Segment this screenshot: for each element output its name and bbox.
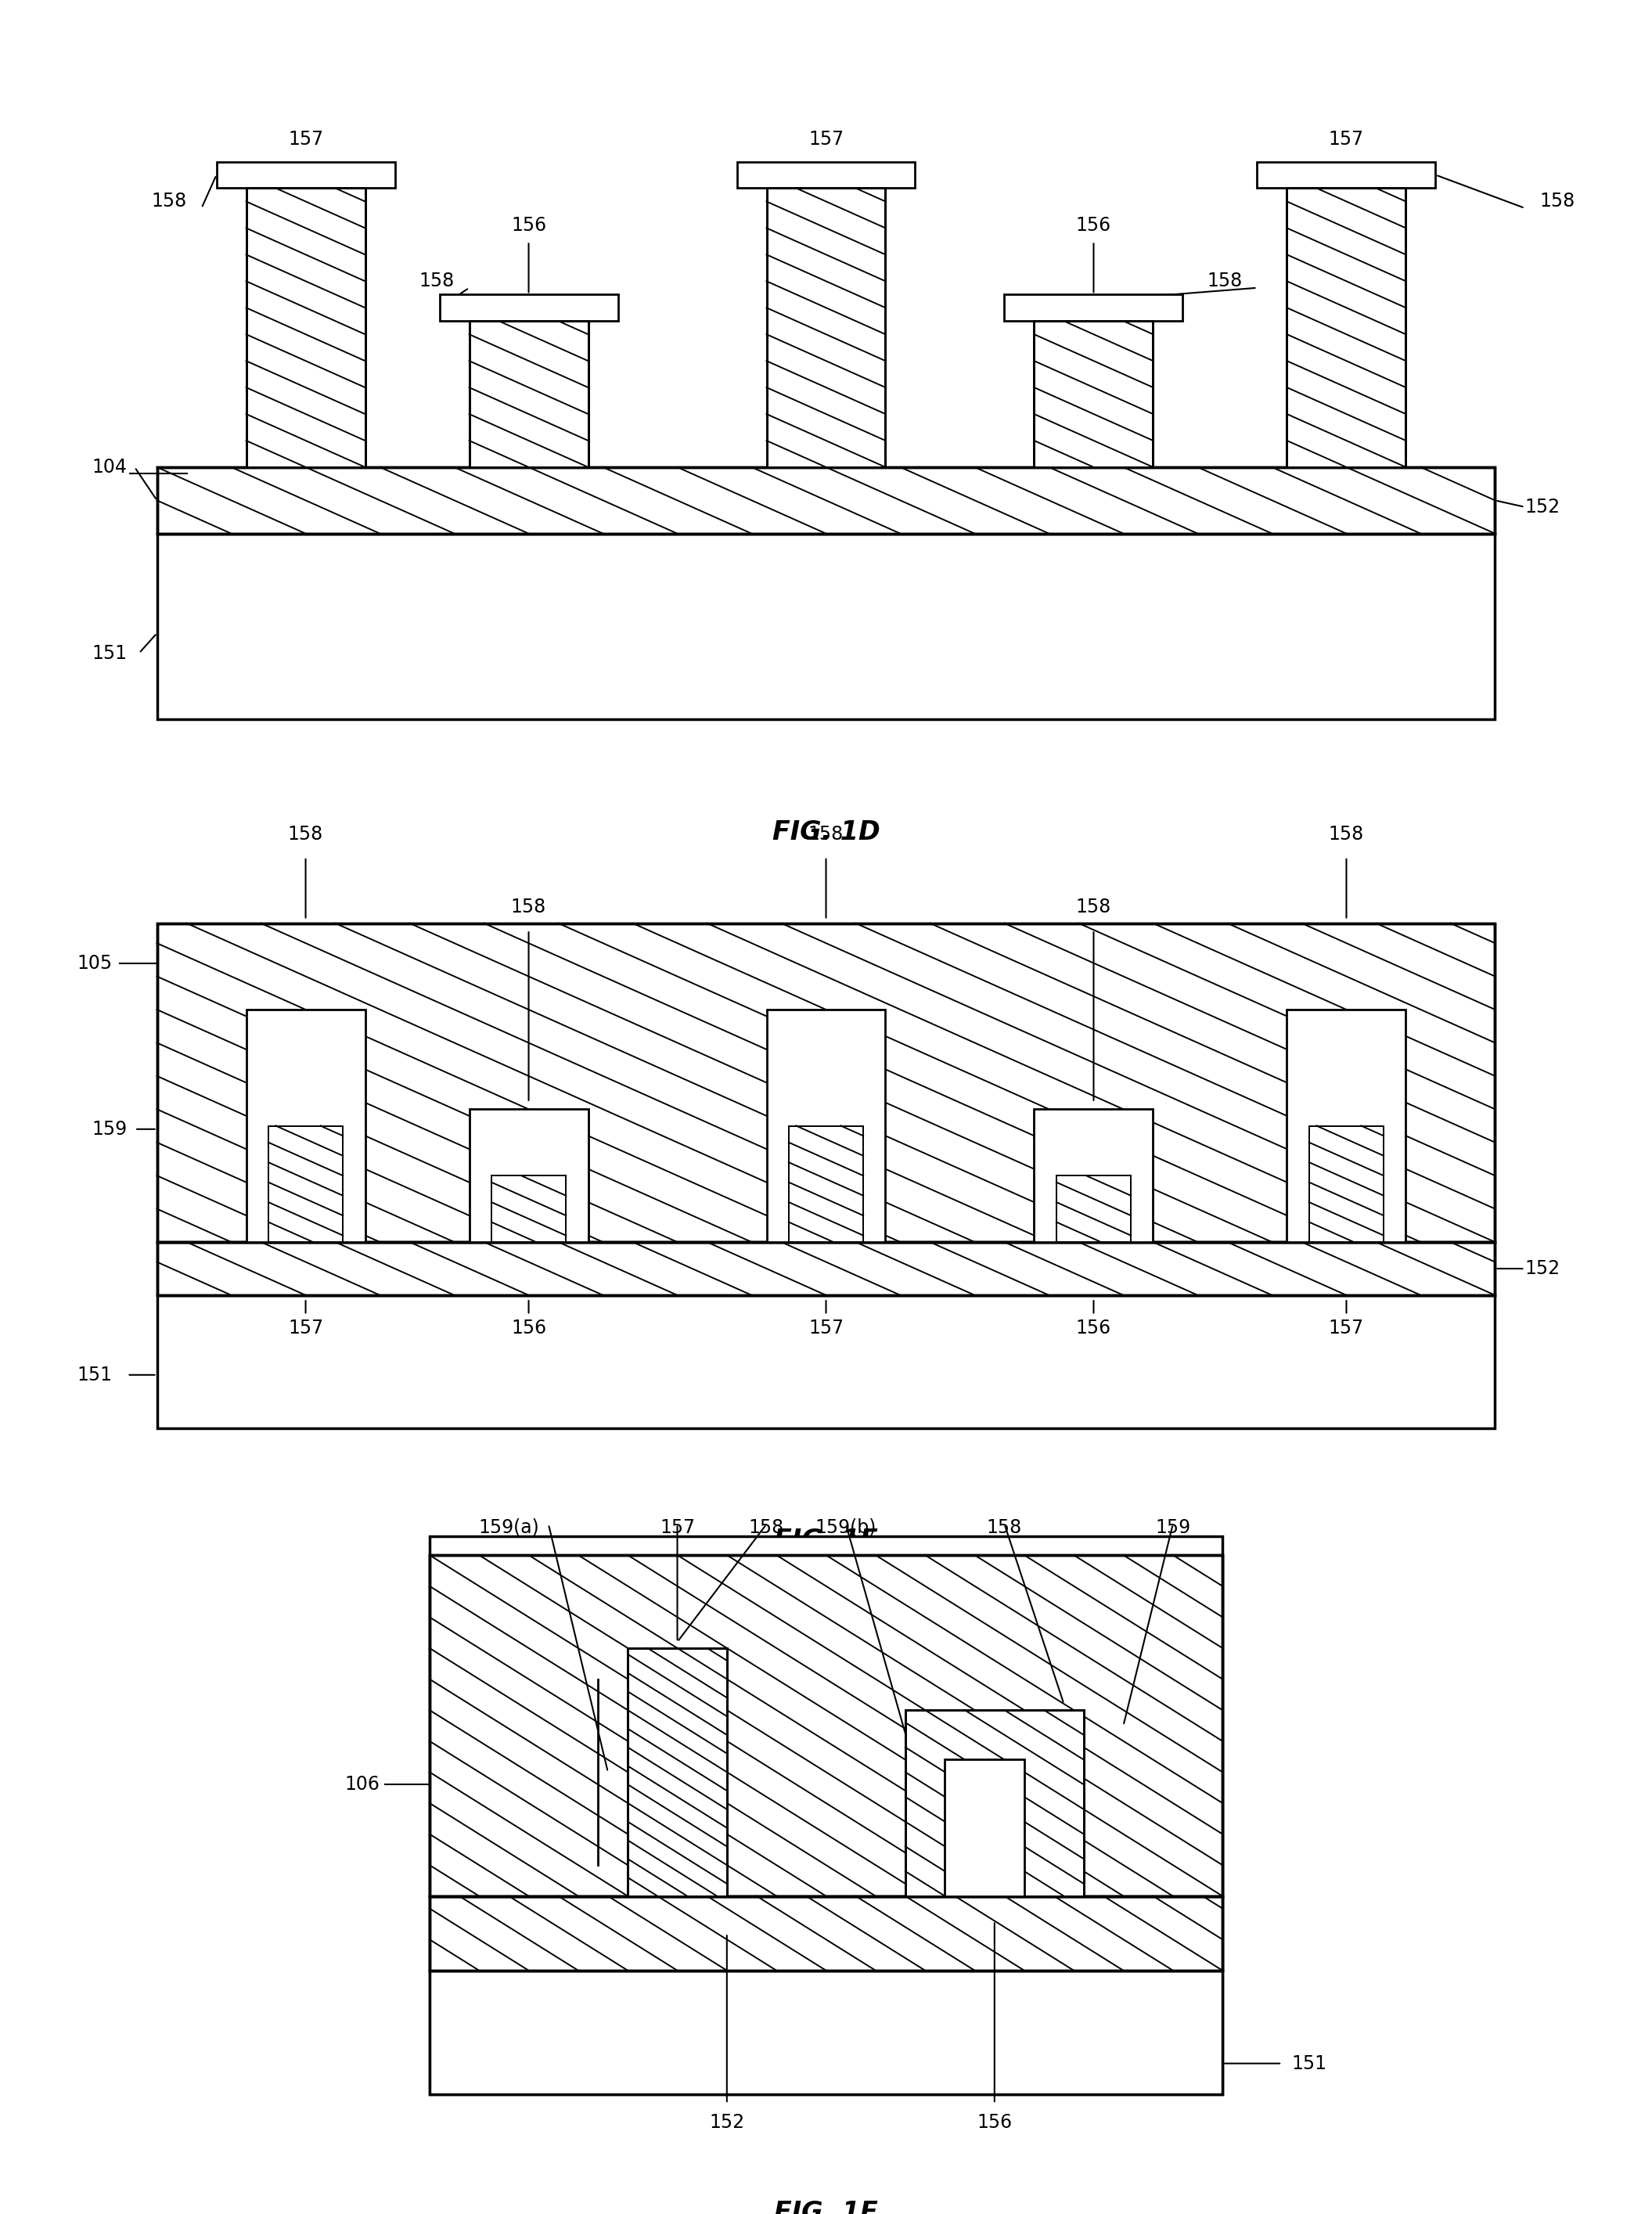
Text: 158: 158 xyxy=(986,1519,1023,1537)
Bar xyxy=(492,1176,565,1242)
Bar xyxy=(1287,1010,1406,1242)
Bar xyxy=(1287,188,1406,467)
Bar xyxy=(430,1895,1222,1970)
Bar xyxy=(430,1554,1222,1895)
Text: 151: 151 xyxy=(78,1366,112,1384)
Text: 152: 152 xyxy=(709,2112,745,2132)
Bar xyxy=(1034,321,1153,467)
Bar xyxy=(1257,162,1436,188)
Bar xyxy=(216,162,395,188)
Bar xyxy=(1287,188,1406,467)
Text: FIG. 1F: FIG. 1F xyxy=(775,2201,877,2214)
Bar xyxy=(430,1895,1222,1970)
Text: 158: 158 xyxy=(1208,272,1242,290)
Bar xyxy=(1057,1176,1130,1242)
Text: 159(a): 159(a) xyxy=(479,1519,539,1537)
Bar xyxy=(628,1647,727,1895)
Text: 157: 157 xyxy=(659,1519,695,1537)
Text: FIG. 1E: FIG. 1E xyxy=(775,1528,877,1554)
Bar xyxy=(157,467,1495,534)
Text: 157: 157 xyxy=(808,1320,844,1337)
Bar xyxy=(430,1970,1222,2094)
Text: 157: 157 xyxy=(1328,131,1365,148)
Bar xyxy=(157,1295,1495,1428)
Bar xyxy=(439,294,618,321)
Text: 159(b): 159(b) xyxy=(814,1519,877,1537)
Bar xyxy=(157,923,1495,1242)
Text: 157: 157 xyxy=(287,131,324,148)
Text: 158: 158 xyxy=(1075,899,1112,917)
Text: 151: 151 xyxy=(1292,2055,1327,2072)
Text: 151: 151 xyxy=(93,644,127,662)
Text: 158: 158 xyxy=(287,826,324,844)
Text: 158: 158 xyxy=(748,1519,785,1537)
Bar xyxy=(157,467,1495,534)
Text: 105: 105 xyxy=(78,954,112,972)
Bar xyxy=(905,1709,1084,1895)
Text: 156: 156 xyxy=(510,1320,547,1337)
Text: 158: 158 xyxy=(808,826,844,844)
Text: 159: 159 xyxy=(1155,1519,1191,1537)
Text: 158: 158 xyxy=(152,193,187,210)
Bar xyxy=(157,534,1495,720)
Text: 156: 156 xyxy=(510,217,547,235)
Bar xyxy=(767,188,885,467)
Bar xyxy=(945,1760,1024,1895)
Bar xyxy=(767,188,885,467)
Bar xyxy=(1310,1125,1384,1242)
Text: 158: 158 xyxy=(510,899,547,917)
Text: 159: 159 xyxy=(93,1120,127,1138)
Bar xyxy=(430,1554,1222,1895)
Text: 158: 158 xyxy=(420,272,454,290)
Text: 157: 157 xyxy=(1328,1320,1365,1337)
Text: 152: 152 xyxy=(1525,1260,1559,1277)
Bar xyxy=(469,1109,588,1242)
Bar xyxy=(157,1242,1495,1295)
Bar xyxy=(1034,321,1153,467)
Bar xyxy=(737,162,915,188)
Bar xyxy=(430,1537,1222,2094)
Bar xyxy=(1004,294,1183,321)
Bar xyxy=(628,1647,727,1895)
Bar xyxy=(469,321,588,467)
Bar xyxy=(246,188,365,467)
Bar xyxy=(157,1242,1495,1295)
Bar xyxy=(469,321,588,467)
Text: FIG. 1D: FIG. 1D xyxy=(771,819,881,846)
Text: 157: 157 xyxy=(808,131,844,148)
Bar xyxy=(767,1010,885,1242)
Text: 156: 156 xyxy=(976,2112,1013,2132)
Bar xyxy=(905,1709,1084,1895)
Text: 158: 158 xyxy=(1328,826,1365,844)
Bar xyxy=(246,188,365,467)
Text: 152: 152 xyxy=(1525,498,1559,516)
Text: 156: 156 xyxy=(1075,1320,1112,1337)
Bar xyxy=(246,1010,365,1242)
Bar xyxy=(157,923,1495,1242)
Bar xyxy=(268,1125,344,1242)
Text: 156: 156 xyxy=(1075,217,1112,235)
Text: 157: 157 xyxy=(287,1320,324,1337)
Bar xyxy=(790,1125,862,1242)
Text: 106: 106 xyxy=(345,1776,380,1793)
Text: 158: 158 xyxy=(1540,193,1574,210)
Text: 104: 104 xyxy=(93,458,127,476)
Bar xyxy=(1034,1109,1153,1242)
